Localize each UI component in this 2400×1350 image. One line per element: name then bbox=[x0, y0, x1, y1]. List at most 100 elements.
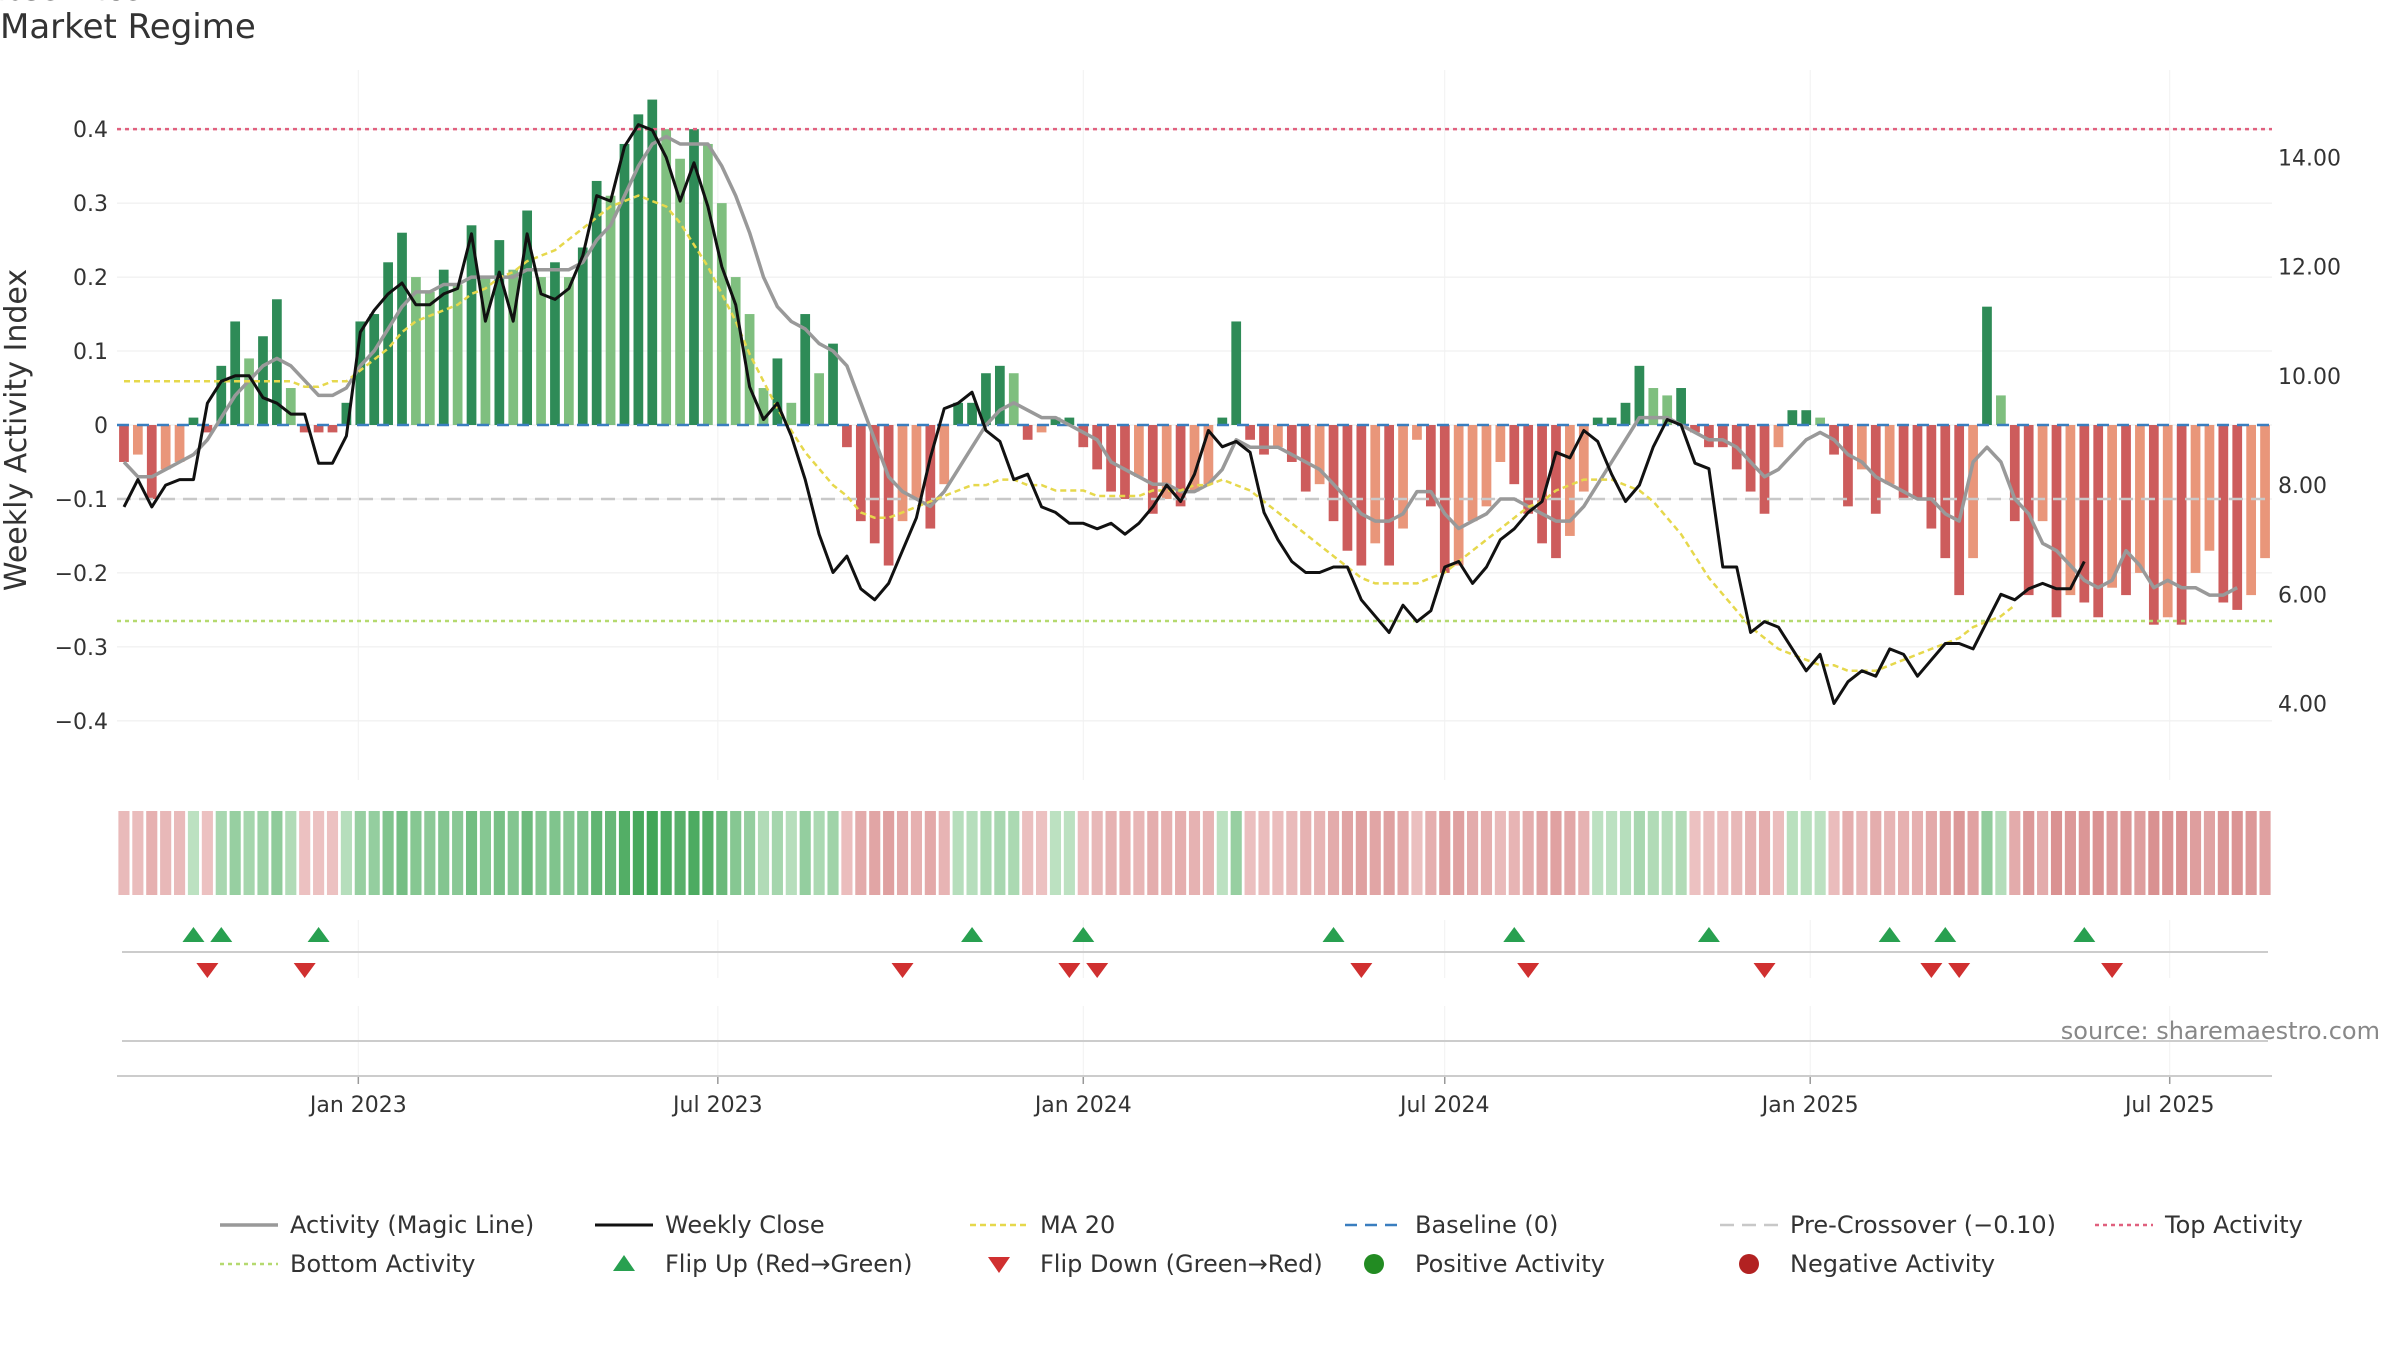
activity-bar bbox=[230, 321, 241, 425]
legend-label: Activity (Magic Line) bbox=[290, 1211, 534, 1239]
activity-bar bbox=[1106, 425, 1116, 492]
regime-strip-cell bbox=[855, 811, 867, 895]
regime-strip-cell bbox=[410, 811, 422, 895]
activity-bar bbox=[480, 277, 491, 425]
flip-down-marker bbox=[293, 963, 316, 978]
regime-strip-cell bbox=[1105, 811, 1117, 895]
weekly-close-series bbox=[122, 123, 2086, 705]
flip-up-marker bbox=[1503, 927, 1526, 942]
activity-bar bbox=[577, 247, 588, 425]
activity-bar bbox=[1286, 425, 1297, 462]
activity-bar bbox=[2148, 425, 2159, 625]
activity-bar bbox=[1968, 425, 1978, 559]
regime-strip-cell bbox=[1578, 811, 1590, 895]
activity-bar bbox=[1161, 425, 1172, 499]
regime-strip-cell bbox=[340, 811, 352, 895]
regime-strip-cell bbox=[577, 811, 589, 895]
regime-strip-cell bbox=[1647, 811, 1659, 895]
activity-bar bbox=[1801, 410, 1812, 425]
activity-bar bbox=[1759, 425, 1770, 514]
legend-label: Weekly Close bbox=[665, 1211, 825, 1239]
regime-strip-cell bbox=[396, 811, 408, 895]
regime-strip-cell bbox=[771, 811, 783, 895]
regime-strip-cell bbox=[618, 811, 631, 895]
activity-bar bbox=[1662, 395, 1673, 425]
regime-strip-cell bbox=[535, 811, 547, 895]
activity-bar bbox=[1398, 425, 1408, 529]
activity-bar bbox=[605, 195, 616, 425]
regime-strip-cell bbox=[1397, 811, 1409, 895]
regime-strip-cell bbox=[368, 811, 380, 895]
activity-bar bbox=[1231, 321, 1242, 425]
legend-label: Flip Up (Red→Green) bbox=[665, 1250, 913, 1278]
regime-strip-cell bbox=[299, 811, 311, 895]
legend-label: MA 20 bbox=[1040, 1211, 1115, 1239]
activity-bar bbox=[2121, 425, 2131, 596]
regime-strip-cell bbox=[1522, 811, 1534, 895]
regime-strip-cell bbox=[1008, 811, 1020, 895]
regime-strip-cell bbox=[1953, 811, 1965, 895]
activity-bar bbox=[383, 262, 393, 425]
flip-up-marker bbox=[307, 927, 330, 942]
activity-bar bbox=[1300, 425, 1311, 492]
regime-strip-cell bbox=[660, 811, 672, 895]
regime-strip-cell bbox=[1856, 811, 1868, 895]
x-tick-label: Jul 2024 bbox=[1398, 1093, 1490, 1118]
activity-bar bbox=[1245, 425, 1255, 440]
activity-bar bbox=[1537, 425, 1547, 544]
regime-strip-cell bbox=[1508, 811, 1520, 895]
legend-label: Negative Activity bbox=[1790, 1250, 1995, 1278]
y-tick-label: 0.4 bbox=[73, 118, 108, 143]
regime-strip-cell bbox=[1494, 811, 1506, 895]
regime-strip-cell bbox=[1216, 811, 1228, 895]
regime-strip-cell bbox=[1258, 811, 1270, 895]
regime-strip-cell bbox=[688, 811, 700, 895]
regime-strip-cell bbox=[1800, 811, 1812, 895]
legend-label: Baseline (0) bbox=[1415, 1211, 1558, 1239]
regime-strip-cell bbox=[1564, 811, 1576, 895]
legend-entry: Negative Activity bbox=[1739, 1250, 1995, 1278]
regime-strip-cell bbox=[2106, 811, 2118, 895]
regime-strip-cell bbox=[1703, 811, 1715, 895]
regime-strip-cell bbox=[1244, 811, 1256, 895]
activity-bar bbox=[2023, 425, 2034, 596]
regime-strip-cell bbox=[326, 811, 339, 895]
x-tick-label: Jan 2024 bbox=[1033, 1093, 1132, 1118]
regime-strip-cell bbox=[1369, 811, 1381, 895]
regime-strip-cell bbox=[1286, 811, 1298, 895]
regime-strip-cell bbox=[1036, 811, 1048, 895]
legend-entry: Flip Down (Green→Red) bbox=[988, 1250, 1323, 1278]
regime-strip-cell bbox=[1175, 811, 1187, 895]
regime-strip-cell bbox=[1480, 811, 1493, 895]
activity-bar bbox=[1606, 417, 1617, 425]
activity-bar bbox=[1120, 425, 1130, 499]
x-tick-label: Jul 2023 bbox=[671, 1093, 763, 1118]
activity-bar bbox=[2218, 425, 2229, 603]
legend-entry: Flip Up (Red→Green) bbox=[613, 1250, 913, 1278]
regime-strip-cell bbox=[1147, 811, 1159, 895]
legend-label: Top Activity bbox=[2164, 1211, 2303, 1239]
ma20-series bbox=[124, 194, 2016, 673]
x-tick-label: Jan 2025 bbox=[1760, 1093, 1859, 1118]
regime-strip-cell bbox=[2231, 811, 2243, 895]
activity-bar bbox=[1217, 417, 1228, 425]
y2-tick-label: 4.00 bbox=[2278, 693, 2327, 718]
flip-down-marker bbox=[1517, 963, 1540, 978]
activity-bar bbox=[1676, 388, 1686, 425]
regime-strip-cell bbox=[674, 811, 686, 895]
activity-bar bbox=[939, 425, 950, 485]
regime-strip-cell bbox=[1731, 811, 1743, 895]
regime-strip-cell bbox=[938, 811, 950, 895]
flip-down-marker bbox=[196, 963, 219, 978]
regime-strip-cell bbox=[1425, 811, 1437, 895]
activity-bar bbox=[647, 99, 658, 425]
regime-strip-cell bbox=[1828, 811, 1840, 895]
regime-strip-cell bbox=[841, 811, 853, 895]
activity-bar bbox=[994, 365, 1005, 425]
regime-strip-cell bbox=[2203, 811, 2215, 895]
activity-bar bbox=[1815, 417, 1826, 425]
regime-strip-cell bbox=[1161, 811, 1173, 895]
regime-strip-cell bbox=[215, 811, 227, 895]
activity-bar bbox=[1467, 425, 1478, 522]
regime-strip-cell bbox=[118, 811, 130, 895]
